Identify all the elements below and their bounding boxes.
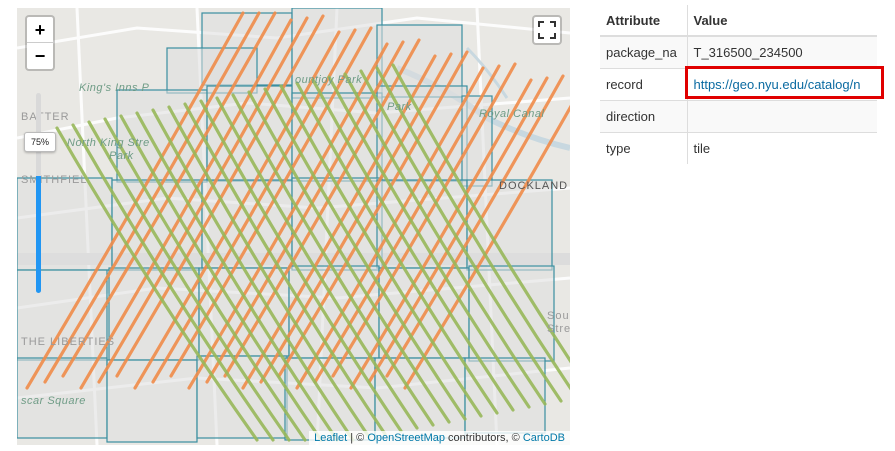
track-stroke-orange bbox=[367, 76, 549, 384]
track-stroke-orange bbox=[349, 78, 533, 390]
map-label-royal-canal: Royal Canal bbox=[479, 108, 545, 120]
track-stroke-green bbox=[135, 111, 339, 442]
track-stroke-green bbox=[263, 87, 467, 421]
map-attribution: Leaflet | © OpenStreetMap contributors, … bbox=[309, 431, 570, 445]
map-label-stre: Stre bbox=[547, 323, 570, 335]
track-stroke-green bbox=[391, 63, 570, 364]
table-row: package_na T_316500_234500 bbox=[600, 35, 877, 69]
row-value: tile bbox=[687, 132, 877, 164]
track-stroke-green bbox=[327, 75, 531, 409]
track-stroke-green bbox=[55, 126, 259, 442]
attribution-separator: | © bbox=[347, 432, 368, 444]
track-stroke-orange bbox=[115, 14, 325, 378]
opacity-slider-fill bbox=[36, 176, 41, 293]
row-value bbox=[687, 100, 877, 133]
row-key: type bbox=[600, 132, 688, 164]
track-stroke-green bbox=[311, 78, 515, 412]
track-stroke-green bbox=[295, 81, 499, 415]
map-label-kings-inns: King's Inns P bbox=[79, 82, 150, 94]
map-label-sou: Sou bbox=[547, 310, 570, 322]
map-tile[interactable] bbox=[106, 359, 198, 443]
table-row: direction bbox=[600, 100, 877, 133]
attribution-contributors: contributors, © bbox=[445, 432, 523, 444]
track-stroke-green bbox=[183, 102, 387, 436]
opacity-slider-handle[interactable]: 75% bbox=[24, 132, 56, 152]
map-label-docklands: DOCKLAND bbox=[499, 180, 569, 192]
track-stroke-green bbox=[199, 99, 403, 433]
highlight-box bbox=[685, 66, 884, 99]
track-stroke-green bbox=[215, 96, 419, 430]
track-stroke-orange bbox=[277, 50, 469, 378]
track-stroke-green bbox=[119, 114, 323, 442]
track-stroke-orange bbox=[223, 38, 421, 378]
track-stroke-orange bbox=[25, 11, 245, 390]
track-stroke-green bbox=[71, 123, 275, 442]
zoom-out-button[interactable]: − bbox=[27, 43, 53, 69]
track-stroke-green bbox=[87, 120, 291, 442]
track-stroke-green bbox=[231, 93, 435, 427]
map-label-batter: BATTER bbox=[21, 111, 70, 123]
table-row: type tile bbox=[600, 132, 877, 164]
map-label-park-2: Park bbox=[387, 101, 412, 113]
leaflet-link[interactable]: Leaflet bbox=[314, 432, 348, 444]
map-label-oscar-square: scar Square bbox=[21, 395, 86, 407]
map-label-park: Park bbox=[109, 150, 134, 162]
zoom-in-button[interactable]: + bbox=[27, 17, 53, 43]
attribute-table-container: Attribute Value package_na T_316500_2345… bbox=[600, 5, 877, 165]
header-attribute: Attribute bbox=[600, 5, 688, 37]
row-key: package_na bbox=[600, 35, 688, 69]
track-stroke-green bbox=[151, 108, 355, 442]
fullscreen-icon bbox=[538, 21, 556, 39]
track-stroke-green bbox=[167, 105, 371, 439]
map-label-smithfield: SMITHFIEL bbox=[21, 174, 88, 186]
map-viewer[interactable]: King's Inns P North King Stre Park ountj… bbox=[17, 8, 570, 445]
row-value: T_316500_234500 bbox=[687, 35, 877, 69]
map-tile[interactable] bbox=[17, 177, 113, 271]
track-stroke-orange bbox=[97, 16, 309, 384]
basemap bbox=[17, 8, 570, 445]
cartodb-link[interactable]: CartoDB bbox=[522, 432, 565, 444]
table-row: record https://geo.nyu.edu/catalog/n bbox=[600, 68, 877, 101]
row-key: record bbox=[600, 68, 688, 101]
map-tile[interactable] bbox=[17, 269, 108, 361]
map-label-mountjoy: ountjoy Park bbox=[295, 74, 363, 86]
track-stroke-orange bbox=[43, 11, 261, 384]
track-stroke-green bbox=[103, 117, 307, 442]
track-stroke-green bbox=[247, 90, 451, 424]
track-stroke-green bbox=[343, 72, 547, 406]
track-stroke-orange bbox=[61, 11, 277, 378]
row-value: https://geo.nyu.edu/catalog/n bbox=[687, 68, 877, 101]
map-label-liberties: THE LIBERTIES bbox=[21, 336, 116, 348]
track-stroke-green bbox=[375, 66, 570, 391]
map-label-north-king: North King Stre bbox=[67, 137, 150, 149]
track-stroke-orange bbox=[403, 104, 570, 390]
osm-link[interactable]: OpenStreetMap bbox=[367, 432, 445, 444]
track-stroke-orange bbox=[295, 66, 485, 390]
attribute-table: Attribute Value package_na T_316500_2345… bbox=[600, 5, 877, 164]
track-stroke-orange bbox=[187, 42, 389, 390]
zoom-control: + − bbox=[25, 15, 55, 71]
track-stroke-green bbox=[359, 69, 563, 403]
fullscreen-button[interactable] bbox=[532, 15, 562, 45]
track-stroke-green bbox=[279, 84, 483, 418]
record-link[interactable]: https://geo.nyu.edu/catalog/n bbox=[693, 77, 861, 92]
header-value: Value bbox=[687, 5, 877, 37]
row-key: direction bbox=[600, 100, 688, 133]
table-header-row: Attribute Value bbox=[600, 5, 877, 37]
